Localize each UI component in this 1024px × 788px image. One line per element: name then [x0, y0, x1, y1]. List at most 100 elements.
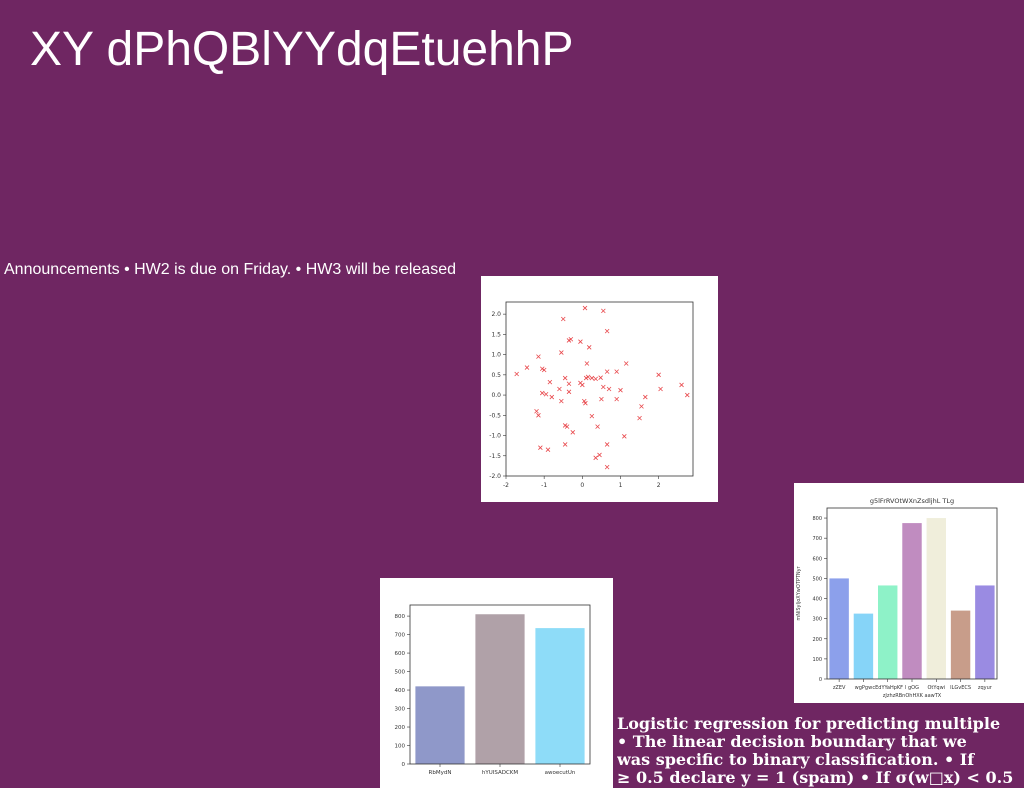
scatter-point [570, 430, 576, 435]
caption-line: was specific to binary classification. •… [617, 750, 975, 769]
scatter-point [606, 386, 612, 392]
x-tick-label: l gOG [905, 685, 919, 691]
y-tick-label: 700 [395, 633, 406, 639]
x-tick-label: 0 [580, 482, 584, 489]
bar-chart-bottom: 0 100 200 300 400 500 600 700 800 RbMydN hYUISADCK… [395, 604, 591, 776]
scatter-point [583, 400, 588, 406]
scatter-point [622, 434, 627, 439]
y-tick-label: -1.0 [489, 433, 501, 440]
y-tick-label: 1.5 [491, 331, 501, 338]
chart-title: g5lFrRVOtWXnZsdljhL TLg [870, 497, 954, 505]
bar [926, 518, 946, 679]
y-tick-label: 700 [812, 536, 822, 542]
scatter-point [536, 413, 541, 418]
y-tick-label: 500 [395, 670, 406, 676]
caption-text: Logistic regression for predicting multi… [617, 715, 1024, 787]
scatter-point [583, 375, 589, 381]
scatter-point [614, 396, 619, 402]
bar [950, 610, 971, 679]
scatter-point [580, 382, 585, 388]
caption-line: • The linear decision boundary that we [617, 732, 967, 751]
y-tick-label: -1.5 [489, 453, 501, 460]
y-tick-label: -0.5 [489, 412, 501, 419]
y-tick-label: 0 [402, 762, 406, 768]
scatter-point [562, 375, 568, 381]
scatter-figure: -2 -1 0 1 2 -2.0 -1.5 -1.0 -0.5 0.0 0.5 1.0 1.5 2.0 [481, 276, 718, 502]
scatter-point [586, 345, 592, 350]
x-tick-label: OtYqwi [927, 685, 945, 691]
y-axis-label: mNiSyljoXYwOTPTNyr [796, 565, 802, 620]
y-tick-label: 1.0 [491, 352, 501, 359]
y-tick-label: 400 [812, 597, 822, 603]
scatter-point [604, 328, 610, 334]
x-tick-label: zqyur [978, 685, 993, 691]
y-tick-label: -2.0 [489, 473, 501, 480]
announcements-text: Announcements • HW2 is due on Friday. • … [4, 261, 456, 278]
bar [415, 686, 465, 764]
scatter-point [637, 415, 642, 421]
x-tick-label: wgPgw [855, 685, 873, 691]
caption-line: ≥ 0.5 declare y = 1 (spam) • If σ(w□x) <… [617, 768, 1014, 787]
scatter-point [584, 361, 590, 366]
y-tick-label: 800 [812, 516, 822, 522]
scatter-point [566, 389, 572, 395]
scatter-point [536, 354, 541, 359]
y-tick-label: 300 [395, 707, 406, 713]
scatter-point [564, 424, 570, 429]
x-tick-label: -2 [503, 482, 509, 489]
scatter-point [560, 316, 566, 322]
scatter-point [545, 447, 551, 452]
y-tick-label: 0 [819, 677, 822, 683]
scatter-point [543, 391, 549, 397]
bar [902, 523, 922, 679]
scatter-point [539, 390, 545, 396]
x-tick-label: hYUISADCKM [482, 770, 519, 776]
y-tick-label: 0.0 [491, 392, 501, 399]
x-tick-label: awoecutUn [545, 770, 576, 776]
scatter-point [597, 452, 602, 458]
scatter-point [541, 367, 547, 373]
scatter-point [658, 386, 663, 392]
y-tick-label: 300 [812, 617, 822, 623]
plot-frame [505, 301, 694, 477]
scatter-point [601, 308, 606, 314]
scatter-point [599, 396, 604, 402]
scatter-point [562, 442, 568, 447]
scatter-point [604, 464, 610, 470]
y-tick-label: 200 [395, 725, 406, 731]
x-tick-label: 2 [657, 482, 661, 489]
scatter-point [589, 413, 595, 419]
x-axis-label: zJzhzRBnOhHXK aawTX [883, 693, 942, 699]
scatter-point [549, 394, 555, 400]
bar [853, 613, 874, 679]
y-tick-label: 600 [395, 651, 406, 657]
scatter-point [593, 376, 598, 382]
scatter-point [538, 445, 543, 450]
y-tick-label: 0.5 [491, 372, 501, 379]
x-tick-label: cEdYYaHpKF [872, 685, 903, 691]
scatter-point [604, 369, 610, 374]
scatter-point [656, 372, 661, 378]
scatter-point [589, 375, 595, 381]
scatter-point [623, 361, 629, 366]
scatter-point [524, 365, 530, 370]
x-tick-label: ILGvECS [950, 685, 971, 691]
scatter-point [639, 404, 644, 409]
bar-figure-right: g5lFrRVOtWXnZsdljhL TLg 0 100 200 300 400 500 6… [794, 483, 1024, 703]
x-tick-label: 1 [619, 482, 623, 489]
x-tick-label: zZEV [833, 685, 846, 691]
scatter-point [559, 398, 564, 404]
y-tick-label: 400 [395, 688, 406, 694]
scatter-point [684, 392, 690, 398]
scatter-point [514, 371, 519, 377]
scatter-plot: -2 -1 0 1 2 -2.0 -1.5 -1.0 -0.5 0.0 0.5 1.0 1.5 2.0 [489, 301, 694, 489]
y-tick-label: 2.0 [491, 311, 501, 318]
scatter-point [582, 305, 588, 311]
scatter-point [559, 350, 564, 355]
scatter-point [557, 386, 562, 392]
bar [878, 585, 898, 679]
caption-line: Logistic regression for predicting multi… [617, 715, 1001, 733]
scatter-point [566, 381, 572, 387]
y-tick-label: 100 [395, 744, 406, 750]
y-tick-label: 800 [395, 614, 406, 620]
